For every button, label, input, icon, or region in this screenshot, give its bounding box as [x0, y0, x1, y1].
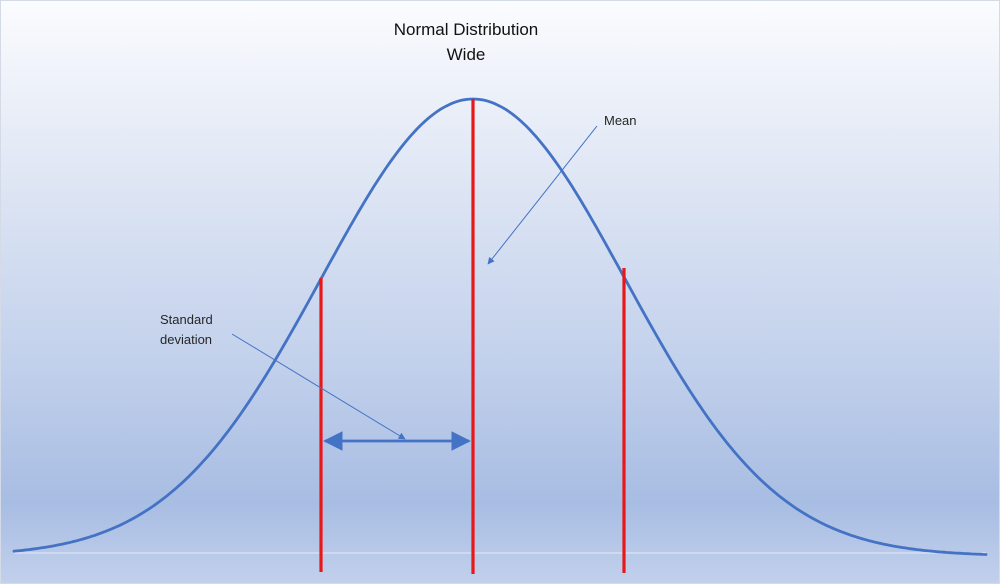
bell-curve — [12, 97, 988, 556]
title-line-1: Normal Distribution — [393, 20, 539, 39]
standard-deviation-label: Standard deviation — [160, 310, 213, 350]
standard-deviation-pointer-arrow — [231, 333, 406, 440]
standard-deviation-label-line-1: Standard — [160, 312, 213, 327]
diagram-title: Normal Distribution Wide — [316, 17, 616, 67]
mean-pointer-arrow — [487, 125, 598, 265]
title-line-2: Wide — [446, 45, 486, 64]
mean-label: Mean — [604, 113, 637, 128]
standard-deviation-label-line-2: deviation — [160, 332, 213, 347]
